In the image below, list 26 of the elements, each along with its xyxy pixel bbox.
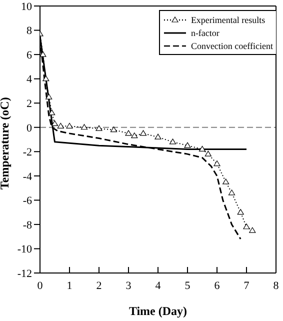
legend-label: Convection coefficient — [190, 40, 273, 50]
y-tick-label: -4 — [22, 170, 32, 183]
x-tick-label: 1 — [66, 280, 72, 292]
y-tick-label: -10 — [17, 244, 32, 256]
x-tick-label: 7 — [244, 280, 250, 292]
y-tick-label: 0 — [26, 122, 32, 134]
y-tick-label: 2 — [26, 98, 32, 110]
y-axis-title: Temperature (oC) — [0, 97, 12, 190]
legend-label: n-factor — [190, 28, 220, 38]
y-tick-label: 10 — [21, 0, 32, 13]
y-tick-label: 4 — [26, 74, 32, 86]
y-tick-label: 8 — [26, 25, 32, 38]
x-tick-label: 6 — [214, 280, 220, 292]
x-tick-label: 0 — [37, 280, 44, 292]
y-tick-label: -2 — [22, 146, 32, 159]
x-axis-title: Time (Day) — [128, 304, 188, 318]
legend-label: Experimental results — [190, 14, 266, 24]
x-tick-label: 3 — [126, 280, 132, 292]
y-tick-label: -8 — [22, 219, 32, 232]
x-tick-label: 5 — [184, 280, 191, 292]
x-tick-label: 4 — [155, 280, 162, 292]
y-tick-label: -12 — [17, 268, 32, 280]
x-tick-label: 8 — [273, 280, 280, 292]
y-tick-label: 6 — [26, 49, 32, 62]
y-tick-label: -6 — [22, 195, 32, 208]
x-tick-label: 2 — [96, 280, 102, 292]
